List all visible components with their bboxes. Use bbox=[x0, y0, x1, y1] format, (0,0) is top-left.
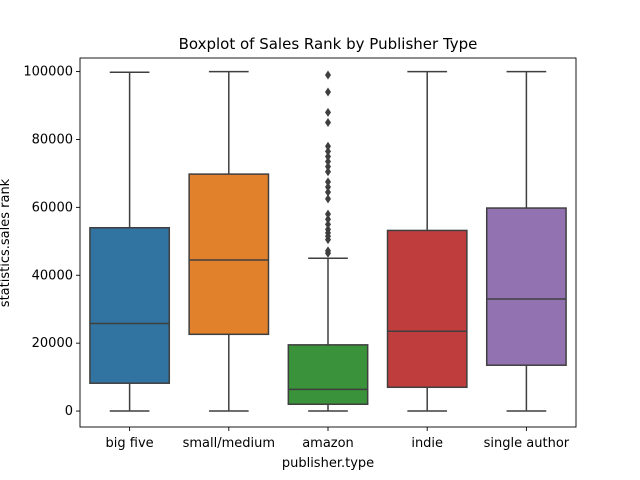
y-tick-label: 0 bbox=[65, 404, 73, 419]
iqr-box bbox=[386, 229, 468, 389]
box-3 bbox=[386, 70, 468, 412]
box-2 bbox=[287, 70, 369, 412]
x-tick-label: amazon bbox=[302, 436, 354, 451]
flier-point bbox=[325, 141, 331, 151]
y-tick-label: 100000 bbox=[23, 65, 73, 80]
y-tick-label: 20000 bbox=[32, 336, 73, 351]
box-4 bbox=[485, 70, 567, 412]
flier-point bbox=[325, 182, 331, 192]
flier-point bbox=[325, 162, 331, 172]
flier-point bbox=[325, 209, 331, 219]
chart-title: Boxplot of Sales Rank by Publisher Type bbox=[179, 35, 478, 53]
iqr-box bbox=[287, 344, 369, 406]
iqr-box bbox=[188, 173, 270, 336]
box-1 bbox=[188, 70, 270, 412]
flier-point bbox=[325, 187, 331, 197]
flier-point bbox=[325, 214, 331, 224]
y-tick-label: 80000 bbox=[32, 132, 73, 147]
flier-point bbox=[325, 177, 331, 187]
flier-point bbox=[325, 157, 331, 167]
y-tick-label: 60000 bbox=[32, 200, 73, 215]
iqr-box bbox=[485, 207, 567, 366]
flier-point bbox=[325, 224, 331, 234]
x-axis-label: publisher.type bbox=[282, 456, 374, 471]
flier-point bbox=[325, 246, 331, 256]
flier-point bbox=[325, 87, 331, 97]
flier-point bbox=[325, 167, 331, 177]
box-0 bbox=[89, 71, 171, 412]
flier-point bbox=[325, 70, 331, 80]
x-tick-label: indie bbox=[411, 436, 443, 451]
flier-point bbox=[325, 117, 331, 127]
flier-point bbox=[325, 194, 331, 204]
y-axis-label: statistics.sales rank bbox=[0, 178, 13, 307]
x-tick-label: single author bbox=[484, 436, 570, 451]
plot-area: 0 20000 40000 60000 80000 100000 big five small… bbox=[23, 57, 577, 451]
y-tick-label: 40000 bbox=[32, 268, 73, 283]
flier-point bbox=[325, 219, 331, 229]
iqr-box bbox=[89, 226, 171, 384]
flier-point bbox=[325, 107, 331, 117]
x-tick-label: small/medium bbox=[183, 436, 275, 451]
flier-point bbox=[325, 151, 331, 161]
flier-point bbox=[325, 146, 331, 156]
x-tick-label: big five bbox=[106, 436, 154, 451]
